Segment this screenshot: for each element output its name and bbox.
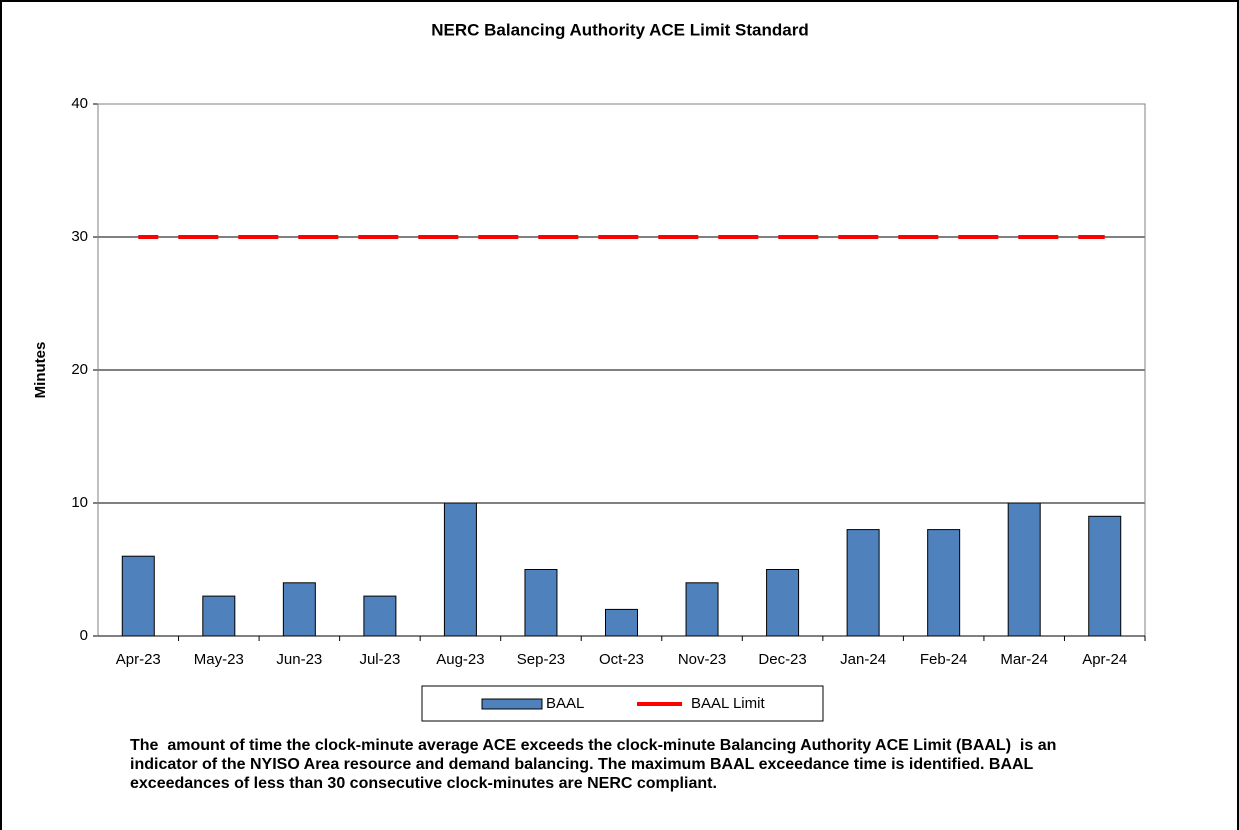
x-tick-label: Aug-23 — [436, 651, 484, 668]
bar — [121, 555, 155, 637]
y-tick-label: 30 — [71, 228, 88, 245]
x-tick-label: Sep-23 — [517, 651, 565, 668]
bar — [1007, 502, 1041, 637]
legend-label: BAAL — [546, 695, 584, 712]
x-tick-label: Feb-24 — [920, 651, 968, 668]
note: The amount of time the clock-minute aver… — [130, 737, 1061, 792]
bar — [363, 595, 397, 637]
y-tick-label: 40 — [71, 95, 88, 112]
bar — [524, 569, 558, 637]
chart-title: NERC Balancing Authority ACE Limit Stand… — [431, 20, 809, 39]
bar — [846, 529, 880, 637]
y-tick-label: 0 — [80, 627, 88, 644]
x-tick-label: Apr-24 — [1082, 651, 1127, 668]
bar — [927, 529, 961, 637]
x-tick-label: May-23 — [194, 651, 244, 668]
bar — [1088, 515, 1122, 637]
y-axis-label: Minutes — [32, 342, 49, 399]
x-tick-label: Jan-24 — [840, 651, 886, 668]
x-tick-label: Nov-23 — [678, 651, 726, 668]
bar — [202, 595, 236, 637]
legend-swatch — [481, 698, 543, 710]
legend-label: BAAL Limit — [691, 695, 765, 712]
x-tick-label: Jun-23 — [276, 651, 322, 668]
y-tick-label: 10 — [71, 494, 88, 511]
bar — [605, 608, 638, 637]
x-tick-label: Oct-23 — [599, 651, 644, 668]
x-tick-label: Dec-23 — [758, 651, 806, 668]
bar — [685, 582, 719, 637]
bar — [443, 502, 477, 637]
x-tick-label: Mar-24 — [1000, 651, 1048, 668]
x-tick-label: Apr-23 — [116, 651, 161, 668]
bar — [282, 582, 316, 637]
bar — [766, 569, 800, 637]
y-tick-label: 20 — [71, 361, 88, 378]
x-tick-label: Jul-23 — [359, 651, 400, 668]
